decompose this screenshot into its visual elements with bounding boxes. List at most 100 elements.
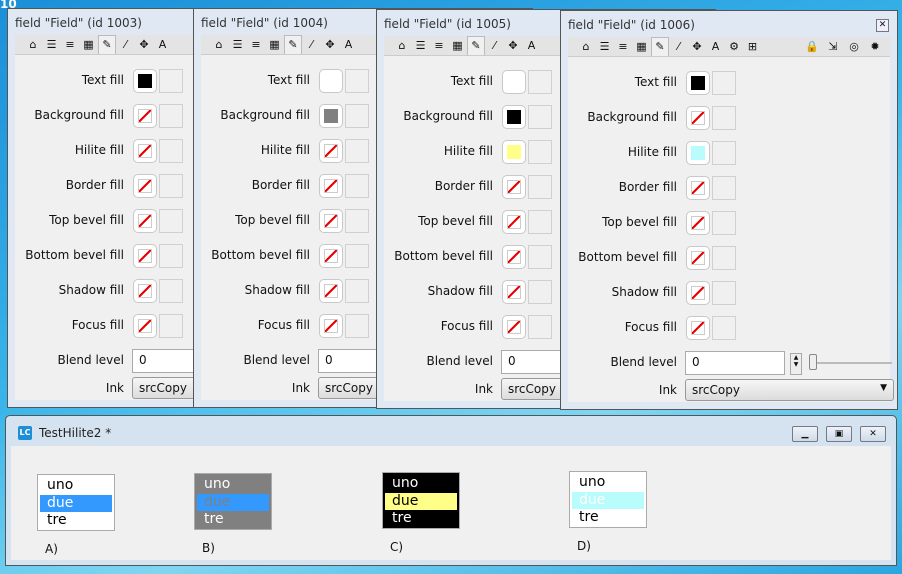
border-fill-swatch[interactable] (319, 174, 343, 198)
geometry-icon[interactable]: ⊞ (747, 40, 758, 53)
shadow-fill-pattern-swatch[interactable] (712, 281, 736, 305)
bottom-bevel-fill-pattern-swatch[interactable] (528, 245, 552, 269)
text-fill-swatch[interactable] (502, 70, 526, 94)
table-icon[interactable]: ▦ (452, 39, 463, 52)
bottom-bevel-fill-swatch[interactable] (502, 245, 526, 269)
focus-fill-pattern-swatch[interactable] (528, 315, 552, 339)
top-bevel-fill-swatch[interactable] (133, 209, 157, 233)
top-bevel-fill-pattern-swatch[interactable] (345, 209, 369, 233)
text-fill-pattern-swatch[interactable] (712, 71, 736, 95)
focus-fill-pattern-swatch[interactable] (712, 316, 736, 340)
border-fill-pattern-swatch[interactable] (712, 176, 736, 200)
top-bevel-fill-pattern-swatch[interactable] (159, 209, 183, 233)
pencil-icon[interactable]: ✎ (284, 35, 302, 54)
shadow-fill-swatch[interactable] (502, 280, 526, 304)
hilite-fill-pattern-swatch[interactable] (528, 140, 552, 164)
pencil-icon[interactable]: ✎ (98, 35, 116, 54)
hilite-fill-swatch[interactable] (133, 139, 157, 163)
list-field[interactable]: uno due tre (382, 472, 460, 529)
pencil-icon[interactable]: ✎ (651, 37, 669, 56)
database-icon[interactable]: ≡ (434, 39, 444, 52)
text-icon[interactable]: A (527, 39, 536, 52)
background-fill-pattern-swatch[interactable] (159, 104, 183, 128)
list-field[interactable]: uno due tre (37, 474, 115, 531)
bottom-bevel-fill-swatch[interactable] (319, 244, 343, 268)
border-fill-swatch[interactable] (133, 174, 157, 198)
focus-fill-pattern-swatch[interactable] (159, 314, 183, 338)
close-button[interactable]: ✕ (860, 426, 886, 442)
text-icon[interactable]: A (158, 38, 167, 51)
shadow-fill-swatch[interactable] (686, 281, 710, 305)
text-fill-swatch[interactable] (686, 71, 710, 95)
close-icon[interactable]: ✕ (876, 19, 889, 32)
ink-dropdown[interactable]: srcCopy ▼ (685, 379, 894, 401)
list-item[interactable]: uno (204, 476, 231, 492)
focus-fill-swatch[interactable] (133, 314, 157, 338)
magic-wand-icon[interactable]: ⁄ (310, 38, 313, 51)
hilite-fill-swatch[interactable] (319, 139, 343, 163)
home-icon[interactable]: ⌂ (215, 38, 223, 51)
list-item[interactable]: due (40, 494, 112, 512)
move-icon[interactable]: ✥ (508, 39, 518, 52)
background-fill-pattern-swatch[interactable] (712, 106, 736, 130)
focus-fill-pattern-swatch[interactable] (345, 314, 369, 338)
slider-thumb[interactable] (809, 354, 817, 370)
hilite-fill-pattern-swatch[interactable] (712, 141, 736, 165)
blend-level-input[interactable]: 0 (685, 351, 785, 375)
bottom-bevel-fill-pattern-swatch[interactable] (712, 246, 736, 270)
shadow-fill-pattern-swatch[interactable] (159, 279, 183, 303)
bottom-bevel-fill-pattern-swatch[interactable] (345, 244, 369, 268)
hilite-fill-swatch[interactable] (502, 140, 526, 164)
focus-fill-swatch[interactable] (686, 316, 710, 340)
border-fill-swatch[interactable] (502, 175, 526, 199)
maximize-button[interactable]: ▣ (826, 426, 852, 442)
home-icon[interactable]: ⌂ (29, 38, 37, 51)
background-fill-pattern-swatch[interactable] (345, 104, 369, 128)
list-item[interactable]: due (572, 491, 644, 509)
hilite-fill-swatch[interactable] (686, 141, 710, 165)
border-fill-pattern-swatch[interactable] (159, 174, 183, 198)
home-icon[interactable]: ⌂ (582, 40, 590, 53)
text-fill-swatch[interactable] (133, 69, 157, 93)
minimize-button[interactable]: ▁ (792, 426, 818, 442)
text-icon[interactable]: A (344, 38, 353, 51)
background-fill-swatch[interactable] (133, 104, 157, 128)
database-icon[interactable]: ≡ (618, 40, 628, 53)
hilite-fill-pattern-swatch[interactable] (159, 139, 183, 163)
magic-wand-icon[interactable]: ⁄ (124, 38, 127, 51)
blend-slider[interactable] (810, 362, 892, 364)
top-bevel-fill-swatch[interactable] (686, 211, 710, 235)
move-icon[interactable]: ✥ (139, 38, 149, 51)
list-item[interactable]: tre (392, 510, 412, 526)
move-icon[interactable]: ✥ (325, 38, 335, 51)
list-field[interactable]: uno due tre (194, 473, 272, 530)
list-item[interactable]: due (385, 492, 457, 510)
background-fill-pattern-swatch[interactable] (528, 105, 552, 129)
text-fill-swatch[interactable] (319, 69, 343, 93)
list-item[interactable]: uno (47, 477, 74, 493)
top-bevel-fill-pattern-swatch[interactable] (712, 211, 736, 235)
text-fill-pattern-swatch[interactable] (159, 69, 183, 93)
target-icon[interactable]: ◎ (849, 40, 859, 53)
database-icon[interactable]: ≡ (251, 38, 261, 51)
text-fill-pattern-swatch[interactable] (528, 70, 552, 94)
list-item[interactable]: uno (579, 474, 606, 490)
top-bevel-fill-swatch[interactable] (319, 209, 343, 233)
shadow-fill-pattern-swatch[interactable] (528, 280, 552, 304)
list-item[interactable]: due (197, 493, 269, 511)
table-icon[interactable]: ▦ (636, 40, 647, 53)
shadow-fill-pattern-swatch[interactable] (345, 279, 369, 303)
table-icon[interactable]: ▦ (83, 38, 94, 51)
bottom-bevel-fill-swatch[interactable] (133, 244, 157, 268)
text-fill-pattern-swatch[interactable] (345, 69, 369, 93)
magic-wand-icon[interactable]: ⁄ (493, 39, 496, 52)
bottom-bevel-fill-pattern-swatch[interactable] (159, 244, 183, 268)
list-item[interactable]: tre (47, 512, 67, 528)
background-fill-swatch[interactable] (319, 104, 343, 128)
list-icon[interactable]: ☰ (232, 38, 243, 51)
border-fill-pattern-swatch[interactable] (345, 174, 369, 198)
list-item[interactable]: tre (579, 509, 599, 525)
list-icon[interactable]: ☰ (599, 40, 610, 53)
list-icon[interactable]: ☰ (415, 39, 426, 52)
move-icon[interactable]: ✥ (692, 40, 702, 53)
